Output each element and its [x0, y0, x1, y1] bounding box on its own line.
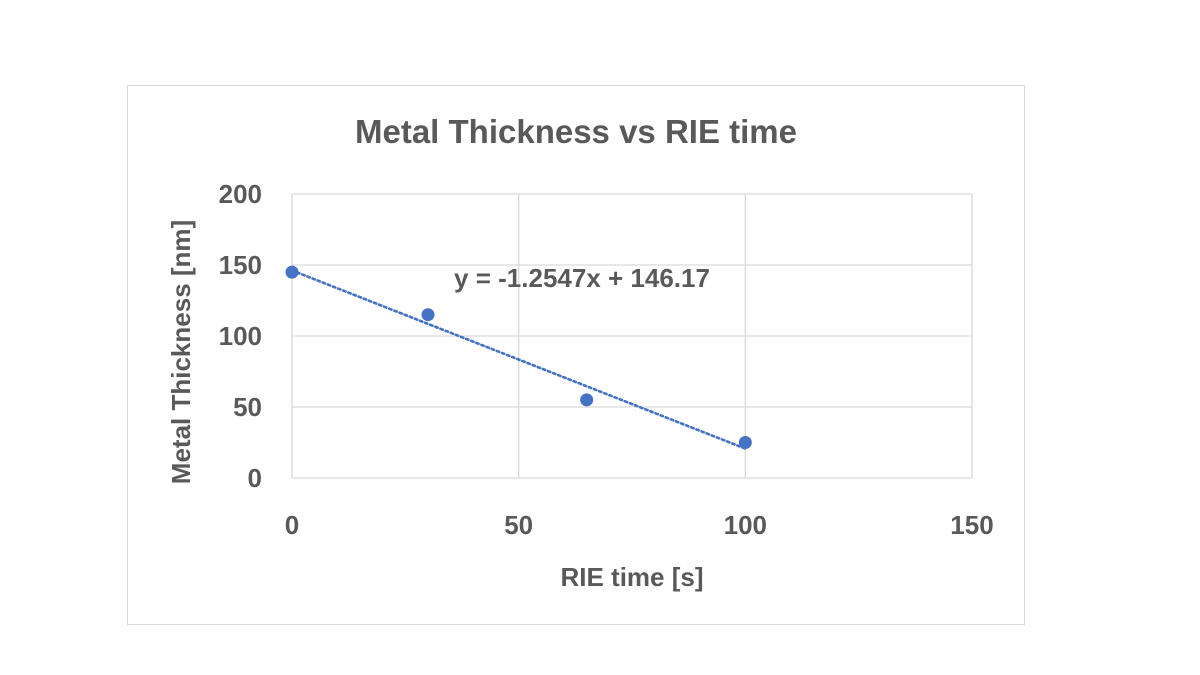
- y-tick-label: 0: [248, 463, 262, 493]
- x-tick-label: 0: [285, 510, 299, 540]
- data-point: [421, 308, 435, 322]
- y-tick-label: 50: [233, 392, 262, 422]
- chart-title: Metal Thickness vs RIE time: [355, 113, 797, 150]
- data-point: [580, 393, 594, 407]
- gridlines: [291, 193, 973, 479]
- data-points: [285, 265, 752, 449]
- x-axis-label: RIE time [s]: [560, 562, 703, 592]
- x-tick-label: 150: [950, 510, 993, 540]
- tick-labels: 0 50 100 150 0 50 100 150 200: [219, 179, 994, 540]
- data-point: [285, 265, 299, 279]
- trendline-equation: y = -1.2547x + 146.17: [454, 263, 710, 293]
- y-axis-label: Metal Thickness [nm]: [166, 220, 196, 484]
- x-tick-label: 100: [724, 510, 767, 540]
- y-tick-label: 100: [219, 321, 262, 351]
- x-tick-label: 50: [504, 510, 533, 540]
- chart-area: [127, 85, 1025, 625]
- y-tick-label: 150: [219, 250, 262, 280]
- trendline-group: [290, 269, 747, 450]
- data-point: [738, 436, 752, 449]
- y-tick-label: 200: [219, 179, 262, 209]
- trendline: [290, 269, 747, 450]
